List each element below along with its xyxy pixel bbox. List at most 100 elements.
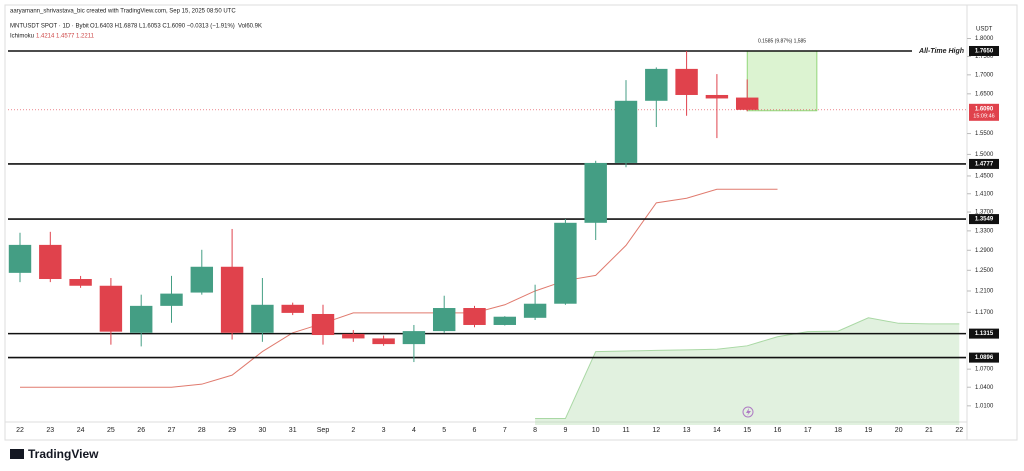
x-tick-label: 20 — [895, 427, 903, 434]
ohlc: O1.6403 H1.6878 L1.6053 C1.6090 −0.0313 … — [90, 24, 235, 30]
y-tick-label: 1.4500 — [975, 174, 994, 180]
x-tick-label: 26 — [137, 427, 145, 434]
indicator-line — [20, 188, 778, 388]
level-label-box — [969, 45, 999, 56]
x-tick-label: 30 — [259, 427, 267, 434]
x-tick-label: 12 — [652, 427, 660, 434]
candle-body — [645, 68, 668, 101]
event-bolt — [746, 408, 751, 416]
x-tick-label: 23 — [46, 427, 54, 434]
indicator-values: 1.4214 1.4577 1.2211 — [36, 34, 95, 40]
x-tick-label: 28 — [198, 427, 206, 434]
y-tick-label: 1.3700 — [975, 210, 994, 216]
candle-body — [614, 100, 638, 163]
x-tick-label: 27 — [168, 427, 176, 434]
x-tick-label: 29 — [228, 427, 236, 434]
x-tick-label: 24 — [77, 427, 85, 434]
candle-body — [160, 293, 183, 306]
cloud-area — [535, 317, 960, 425]
cloud-edge — [535, 317, 960, 420]
brand: TradingView — [28, 447, 99, 461]
y-tick-label: 1.1700 — [975, 310, 994, 316]
y-tick-label: 1.6500 — [975, 91, 994, 97]
candle-body — [39, 244, 62, 280]
candle-body — [311, 313, 335, 336]
candle-body — [675, 68, 698, 95]
level-label-box — [969, 352, 999, 363]
candle-body — [342, 333, 365, 339]
level-label: 1.3549 — [975, 217, 994, 223]
candle-body — [432, 308, 456, 332]
x-tick-label: 7 — [503, 427, 507, 434]
volume: Vol60.9K — [238, 24, 262, 30]
frame — [4, 4, 1018, 441]
measure-label: 0.1585 (9.87%) 1,585 — [758, 38, 806, 44]
last-price-label: 1.6090 — [975, 106, 994, 112]
candle-body — [281, 304, 304, 313]
event-icon — [742, 406, 754, 418]
level-label-box — [969, 328, 999, 339]
x-tick-label: 13 — [683, 427, 691, 434]
y-tick-label: 1.2100 — [975, 289, 994, 295]
x-tick-label: 10 — [592, 427, 600, 434]
x-tick-label: 9 — [563, 427, 567, 434]
logo-mark — [10, 449, 24, 459]
y-tick-label: 1.5000 — [975, 152, 994, 158]
candle-body — [584, 162, 607, 223]
y-tick-label: 1.8000 — [975, 36, 994, 42]
candle-body — [69, 279, 92, 286]
x-tick-label: 18 — [834, 427, 842, 434]
level-label: 1.0896 — [975, 355, 994, 361]
x-tick-label: 17 — [804, 427, 812, 434]
x-tick-label: 2 — [351, 427, 355, 434]
x-tick-label: 8 — [533, 427, 537, 434]
x-tick-label: 19 — [865, 427, 873, 434]
candle-body — [705, 94, 729, 99]
x-tick-label: 14 — [713, 427, 721, 434]
x-tick-label: 22 — [16, 427, 24, 434]
candle-body — [554, 222, 577, 304]
candle-body — [251, 304, 274, 333]
x-tick-label: 31 — [289, 427, 297, 434]
y-tick-label: 1.7500 — [975, 54, 994, 60]
candle-body — [402, 331, 426, 345]
level-text-bg — [912, 45, 966, 56]
author-line: aaryamann_shrivastava_bic created with T… — [10, 9, 236, 15]
candle-body — [99, 285, 123, 332]
level-text: All-Time High — [918, 48, 964, 55]
x-tick-label: 25 — [107, 427, 115, 434]
x-tick-label: 4 — [412, 427, 416, 434]
candle-body — [8, 244, 32, 273]
y-tick-label: 1.2500 — [975, 268, 994, 274]
level-label: 1.7650 — [975, 49, 994, 55]
x-tick-label: 22 — [955, 427, 963, 434]
candle-body — [190, 266, 214, 293]
x-tick-label: Sep — [317, 427, 330, 434]
last-price-box — [969, 103, 999, 121]
x-tick-label: 16 — [774, 427, 782, 434]
candle-body — [129, 305, 153, 333]
y-tick-label: 1.5500 — [975, 131, 994, 137]
x-tick-label: 21 — [925, 427, 933, 434]
x-tick-label: 3 — [382, 427, 386, 434]
indicator-name: Ichimoku — [10, 34, 34, 40]
x-tick-label: 15 — [743, 427, 751, 434]
candle-body — [463, 308, 486, 325]
countdown: 15:09:46 — [973, 113, 994, 119]
level-label: 1.1315 — [975, 331, 994, 337]
x-tick-label: 11 — [622, 427, 629, 434]
y-tick-label: 1.0700 — [975, 367, 994, 373]
y-tick-label: 1.0400 — [975, 385, 994, 391]
candle-body — [220, 266, 244, 333]
brand-logo: TradingView — [10, 447, 99, 461]
y-tick-label: 1.4100 — [975, 191, 994, 197]
level-label: 1.4777 — [975, 162, 994, 168]
candle-body — [523, 303, 547, 318]
candle-body — [372, 338, 395, 345]
y-tick-label: 1.2900 — [975, 248, 994, 254]
y-tick-label: 1.0100 — [975, 403, 994, 409]
symbol: MNTUSDT SPOT · 1D · Bybit — [10, 24, 89, 30]
